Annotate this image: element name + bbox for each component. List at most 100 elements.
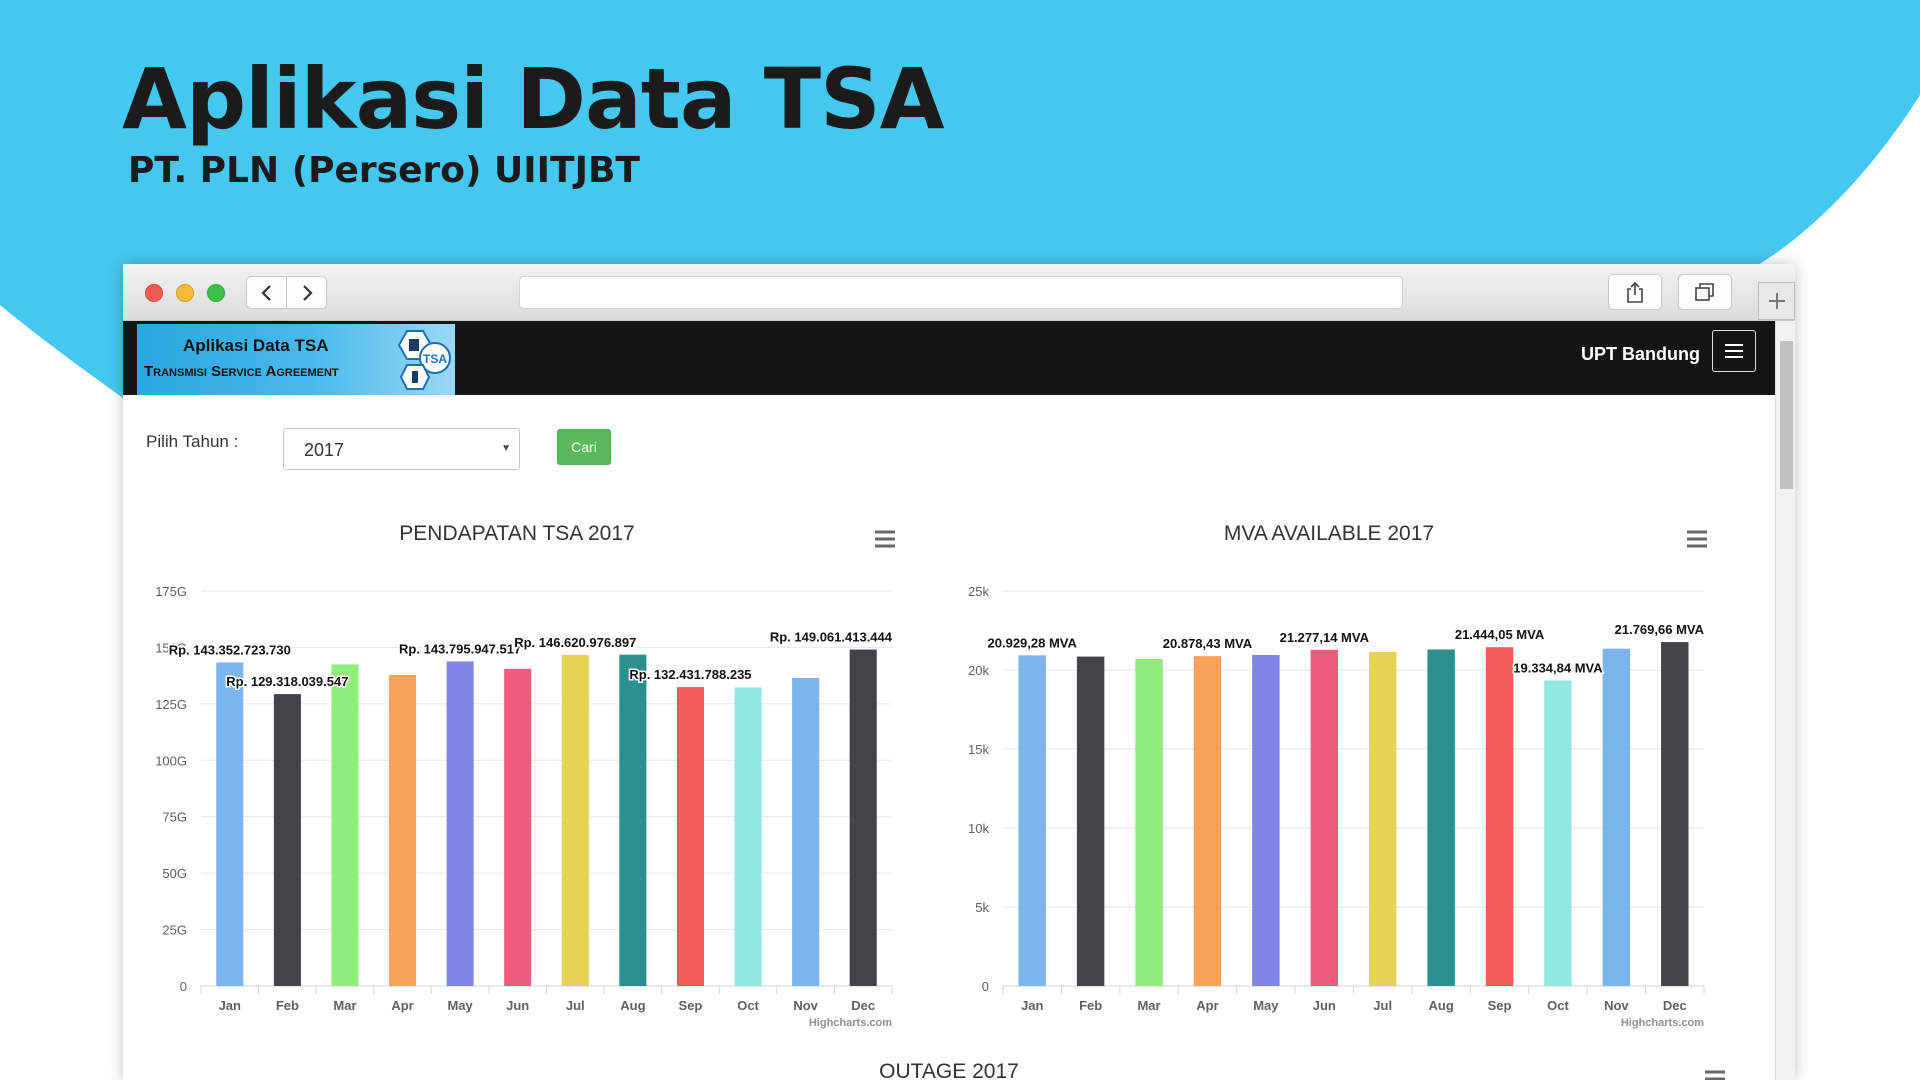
logo-title: Aplikasi Data TSA <box>183 336 329 355</box>
bar-jun <box>504 668 532 986</box>
x-tick-label: Mar <box>333 998 356 1013</box>
forward-button[interactable] <box>286 276 327 309</box>
bar-feb <box>273 694 301 986</box>
back-button[interactable] <box>246 276 287 309</box>
maximize-window-button[interactable] <box>207 284 225 302</box>
data-label: 21.769,66 MVA <box>1615 622 1705 637</box>
outage-chart-menu-icon[interactable] <box>1703 1069 1727 1080</box>
revenue-chart-plot: 0 25G 50G 75G 100G 125G 150G 175G Jan Feb Mar Apr Ma… <box>155 584 894 1029</box>
bar-aug <box>619 654 647 986</box>
bar-oct <box>1544 680 1572 986</box>
bar-jul <box>1368 651 1397 986</box>
y-tick-label: 0 <box>982 979 989 994</box>
data-label: 21.277,14 MVA <box>1280 630 1370 645</box>
share-button[interactable] <box>1608 274 1662 310</box>
search-button[interactable]: Cari <box>557 429 611 465</box>
bar-apr <box>389 674 417 986</box>
chart-credits: Highcharts.com <box>809 1017 892 1029</box>
minimize-window-button[interactable] <box>176 284 194 302</box>
x-tick-label: Nov <box>1604 998 1629 1013</box>
x-tick-label: Jan <box>219 998 241 1013</box>
x-tick-label: Feb <box>1079 998 1102 1013</box>
bar-jul <box>561 655 589 986</box>
close-window-button[interactable] <box>145 284 163 302</box>
x-tick-label: Dec <box>1663 998 1687 1013</box>
year-select[interactable]: 2017 ▼ <box>283 428 520 470</box>
x-tick-label: Nov <box>793 998 818 1013</box>
data-label: Rp. 143.795.947.517 <box>399 641 521 656</box>
x-tick-label: Jul <box>1373 998 1392 1013</box>
bar-aug <box>1427 649 1455 986</box>
data-label: Rp. 149.061.413.444 <box>770 630 893 645</box>
y-tick-label: 125G <box>155 697 187 712</box>
mva-chart-plot: 0 5k 10k 15k 20k 25k Jan Feb Mar Apr May Jun Jul Aug S… <box>968 584 1706 1029</box>
y-tick-label: 0 <box>180 979 187 994</box>
year-select-value: 2017 <box>304 440 345 460</box>
y-tick-label: 25k <box>968 584 989 599</box>
data-label: 19.334,84 MVA <box>1513 661 1603 676</box>
y-tick-label: 25G <box>162 923 187 938</box>
x-tick-label: Feb <box>276 998 299 1013</box>
logo-subtitle: Transmisi Service Agreement <box>144 363 339 380</box>
mva-chart: MVA AVAILABLE 2017 0 5k 10k 15k 20k 25k Jan Feb… <box>949 509 1709 1080</box>
bar-oct <box>734 687 762 986</box>
x-tick-label: Jun <box>1313 998 1336 1013</box>
x-tick-label: Mar <box>1137 998 1160 1013</box>
bar-feb <box>1076 656 1105 986</box>
bar-apr <box>1193 656 1222 986</box>
tsa-emblem-icon: TSA <box>397 330 451 390</box>
x-tick-label: May <box>447 998 473 1013</box>
x-tick-label: Oct <box>737 998 759 1013</box>
hamburger-icon <box>1725 344 1743 358</box>
y-tick-label: 15k <box>968 742 989 757</box>
revenue-chart: PENDAPATAN TSA 2017 0 25G 50G 75G 100G 125G 15… <box>137 509 897 1080</box>
data-label: Rp. 132.431.788.235 <box>629 667 751 682</box>
scrollbar-thumb[interactable] <box>1780 341 1793 489</box>
y-tick-label: 50G <box>162 866 187 881</box>
y-tick-label: 10k <box>968 821 989 836</box>
revenue-chart-menu-icon[interactable] <box>873 529 897 549</box>
year-filter-label: Pilih Tahun : <box>146 432 239 451</box>
x-tick-label: Jan <box>1021 998 1043 1013</box>
x-tick-label: Dec <box>851 998 875 1013</box>
mva-chart-menu-icon[interactable] <box>1685 529 1709 549</box>
y-tick-label: 150G <box>155 640 187 655</box>
x-tick-label: Apr <box>1196 998 1218 1013</box>
y-tick-label: 175G <box>155 584 187 599</box>
x-tick-label: Jul <box>566 998 585 1013</box>
bar-mar <box>331 664 359 986</box>
bar-jan <box>216 662 244 986</box>
outage-chart-title: OUTAGE 2017 <box>879 1060 1019 1080</box>
x-tick-label: Sep <box>1488 998 1512 1013</box>
x-tick-label: May <box>1253 998 1279 1013</box>
bar-nov <box>1602 648 1631 986</box>
data-label: 21.444,05 MVA <box>1455 627 1545 642</box>
y-tick-label: 20k <box>968 663 989 678</box>
data-label: Rp. 129.318.039.547 <box>226 674 348 689</box>
y-tick-label: 75G <box>162 810 187 825</box>
page-scrollbar[interactable] <box>1775 321 1795 1080</box>
x-tick-label: Jun <box>506 998 529 1013</box>
data-label: Rp. 143.352.723.730 <box>169 642 291 657</box>
data-label: 20.878,43 MVA <box>1163 636 1253 651</box>
app-logo[interactable]: Aplikasi Data TSA Transmisi Service Agre… <box>137 324 455 395</box>
bar-jan <box>1018 655 1046 986</box>
bar-dec <box>849 649 877 986</box>
navbar-menu-button[interactable] <box>1712 330 1756 372</box>
data-label: Rp. 146.620.976.897 <box>514 635 636 650</box>
tabs-button[interactable] <box>1678 274 1732 310</box>
revenue-chart-title: PENDAPATAN TSA 2017 <box>399 522 635 545</box>
address-bar[interactable] <box>519 276 1403 309</box>
chart-credits: Highcharts.com <box>1621 1017 1704 1029</box>
slide-subtitle: PT. PLN (Persero) UIITJBT <box>128 150 640 191</box>
logo-badge: TSA <box>423 352 447 366</box>
bar-may <box>446 661 474 986</box>
browser-toolbar <box>123 264 1795 321</box>
share-icon <box>1627 281 1643 303</box>
user-unit-label[interactable]: UPT Bandung <box>1581 344 1700 364</box>
browser-window: Aplikasi Data TSA Transmisi Service Agre… <box>123 264 1795 1080</box>
new-tab-button[interactable] <box>1758 282 1795 320</box>
slide-title: Aplikasi Data TSA <box>122 50 945 148</box>
x-tick-label: Apr <box>391 998 413 1013</box>
mva-chart-title: MVA AVAILABLE 2017 <box>1223 522 1435 545</box>
